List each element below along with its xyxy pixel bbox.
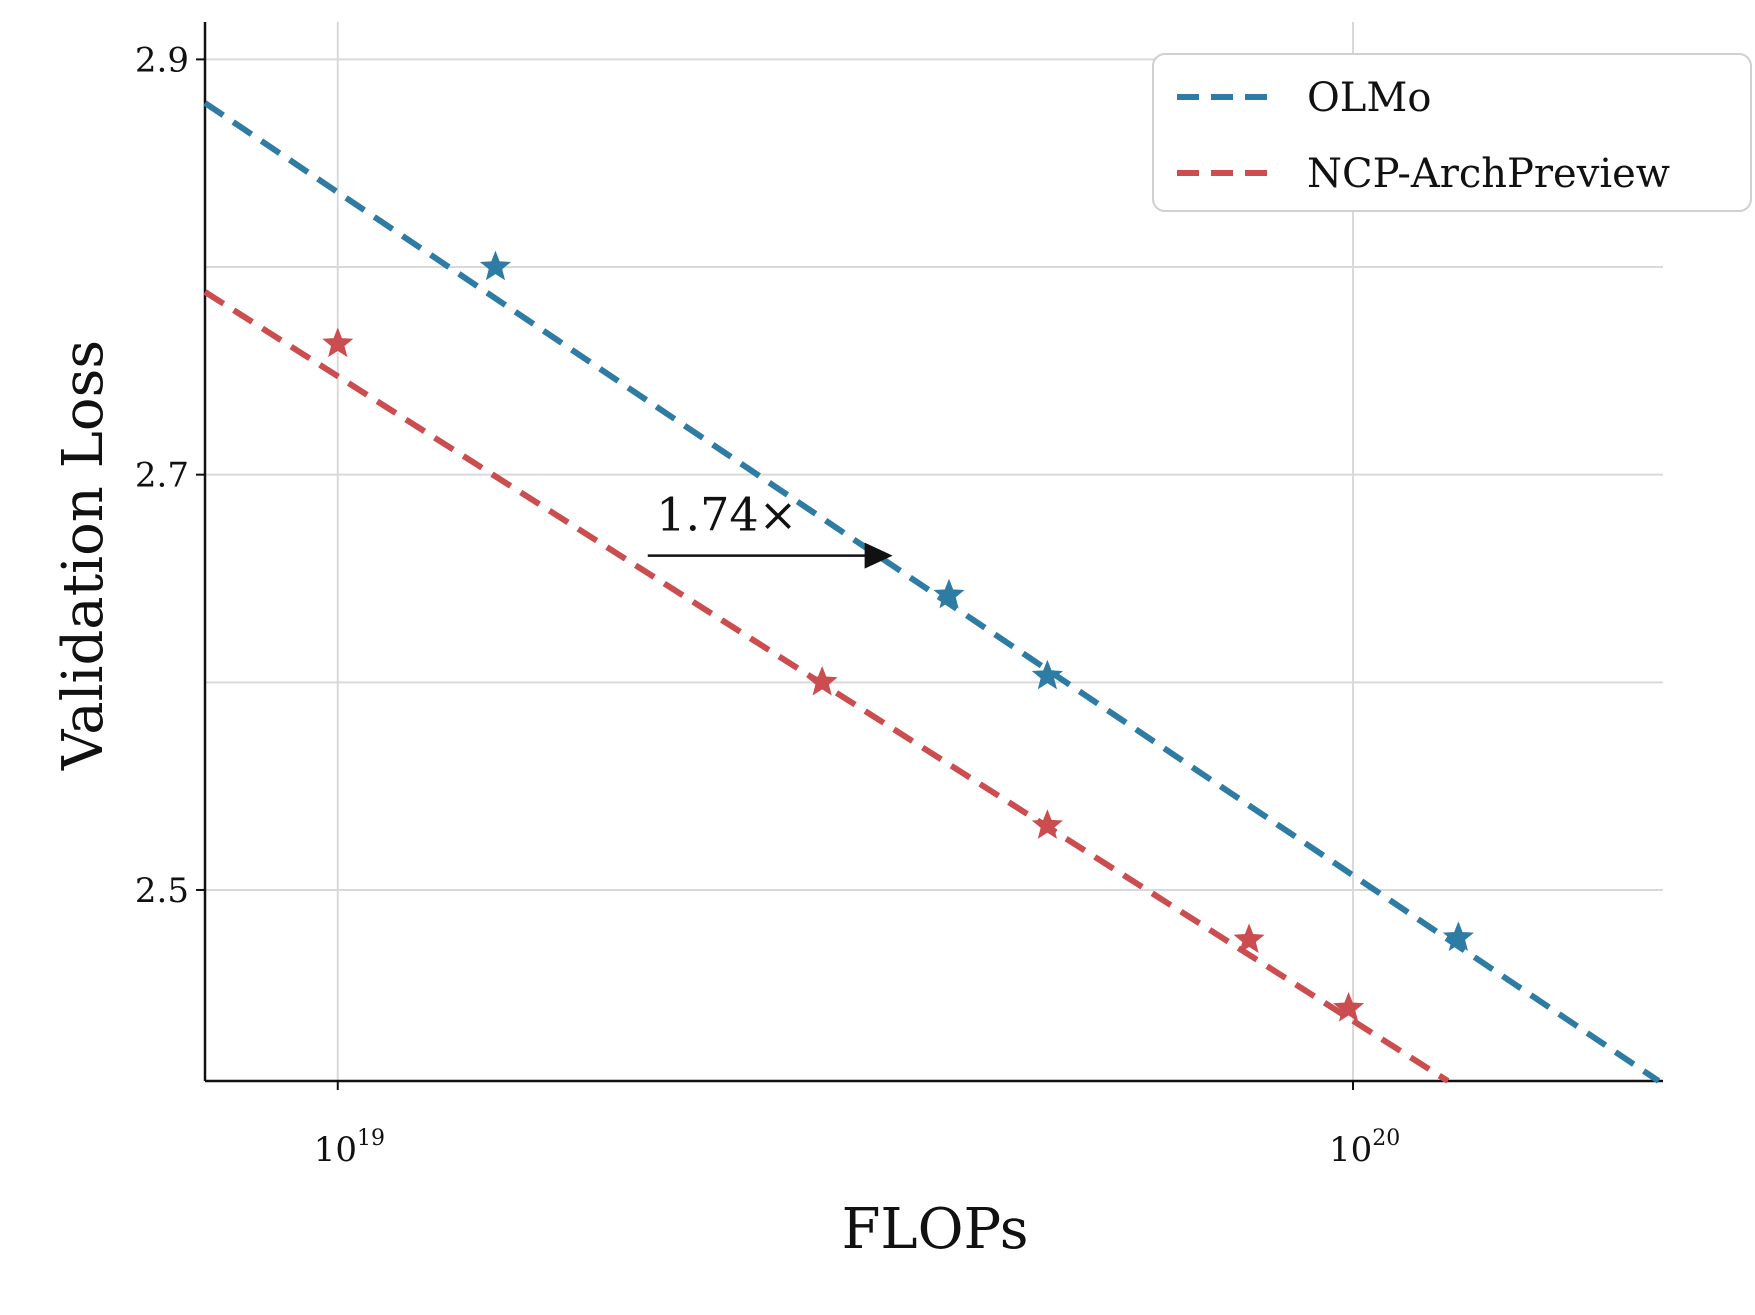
data-point-star bbox=[1332, 991, 1365, 1022]
legend: OLMo NCP-ArchPreview bbox=[1152, 53, 1752, 212]
legend-label: OLMo bbox=[1307, 75, 1431, 121]
data-point-star bbox=[1031, 809, 1063, 839]
data-point-star bbox=[933, 578, 965, 609]
tick-labels: 2.5 2.7 2.9 1019 1020 bbox=[135, 40, 1400, 1170]
x-axis-title: FLOPs bbox=[842, 1197, 1029, 1262]
y-tick-label: 2.5 bbox=[135, 871, 189, 911]
series-line bbox=[203, 100, 1661, 1084]
annotation-label: 1.74× bbox=[656, 488, 797, 542]
data-point-star bbox=[322, 327, 354, 358]
data-point-star bbox=[1031, 659, 1063, 690]
data-point-star bbox=[1442, 921, 1474, 951]
series-olmo bbox=[203, 100, 1661, 1084]
legend-box bbox=[1152, 53, 1752, 212]
data-point-star bbox=[806, 665, 838, 696]
series bbox=[203, 100, 1661, 1084]
x-tick-exponent: 19 bbox=[357, 1126, 385, 1151]
annotation-arrow-head bbox=[864, 542, 893, 569]
y-axis-title: Validation Loss bbox=[51, 340, 116, 771]
x-tick-exponent: 20 bbox=[1372, 1126, 1400, 1151]
data-point-star bbox=[1233, 923, 1265, 954]
data-point-star bbox=[479, 250, 512, 281]
annotations: 1.74× bbox=[647, 488, 893, 569]
y-tick-label: 2.9 bbox=[135, 40, 189, 80]
series-ncp-archpreview bbox=[203, 289, 1450, 1084]
x-tick-label: 1019 bbox=[314, 1126, 385, 1170]
axes bbox=[203, 22, 1663, 1083]
legend-label: NCP-ArchPreview bbox=[1307, 151, 1670, 197]
y-tick-label: 2.7 bbox=[135, 456, 189, 496]
x-tick-label: 1020 bbox=[1329, 1126, 1400, 1170]
